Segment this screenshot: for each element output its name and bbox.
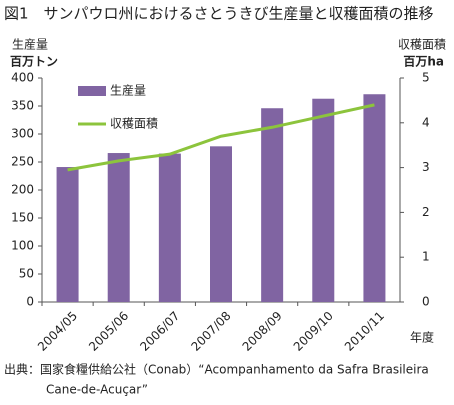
y2-tick-label: 4: [422, 115, 430, 129]
y-tick-label: 150: [11, 211, 34, 225]
legend-label: 収穫面積: [110, 116, 158, 131]
x-label: 年度: [410, 330, 434, 345]
y-label: 百万トン: [10, 55, 58, 69]
bar: [261, 108, 284, 303]
y-tick-label: 0: [26, 295, 34, 309]
y-tick-label: 50: [19, 267, 34, 281]
y2-tick-label: 2: [422, 205, 430, 219]
y2-tick-label: 1: [422, 250, 430, 264]
y2-tick-label: 0: [422, 295, 430, 309]
bar: [210, 146, 232, 302]
x-tick-label: 2010/11: [342, 309, 387, 354]
x-tick-label: 2005/06: [86, 309, 131, 354]
chart-title: 図1 サンパウロ州におけるさとうきび生産量と収穫面積の推移: [4, 5, 434, 23]
bar: [56, 167, 79, 302]
line: [67, 103, 375, 172]
y2-tick-label: 3: [422, 160, 430, 174]
legend-swatch: [78, 86, 106, 96]
y-tick-label: 350: [11, 99, 34, 113]
y-tick-label: 100: [11, 239, 34, 253]
source: Cane-de-Acuçar”: [46, 383, 148, 397]
bar: [158, 153, 181, 302]
y2-label: 収穫面積: [398, 37, 446, 52]
x-tick-label: 2004/05: [35, 309, 80, 354]
bar: [363, 94, 386, 303]
x-tick-label: 2008/09: [240, 309, 285, 354]
source: 出典：国家食糧供給公社（Conab）“Acompanhamento da Saf…: [4, 362, 429, 377]
y-tick-label: 300: [11, 127, 34, 141]
y-label: 生産量: [12, 37, 48, 52]
y2-tick-label: 5: [422, 71, 430, 85]
bar: [312, 98, 335, 302]
x-tick-label: 2006/07: [137, 309, 182, 354]
x-tick-label: 2007/08: [188, 309, 233, 354]
bar: [107, 153, 130, 302]
y-tick-label: 200: [11, 183, 34, 197]
y-tick-label: 250: [11, 155, 34, 169]
y-tick-label: 400: [11, 71, 34, 85]
legend-label: 生産量: [110, 83, 146, 98]
y2-label: 百万ha: [403, 55, 444, 69]
x-tick-label: 2009/10: [291, 309, 336, 354]
